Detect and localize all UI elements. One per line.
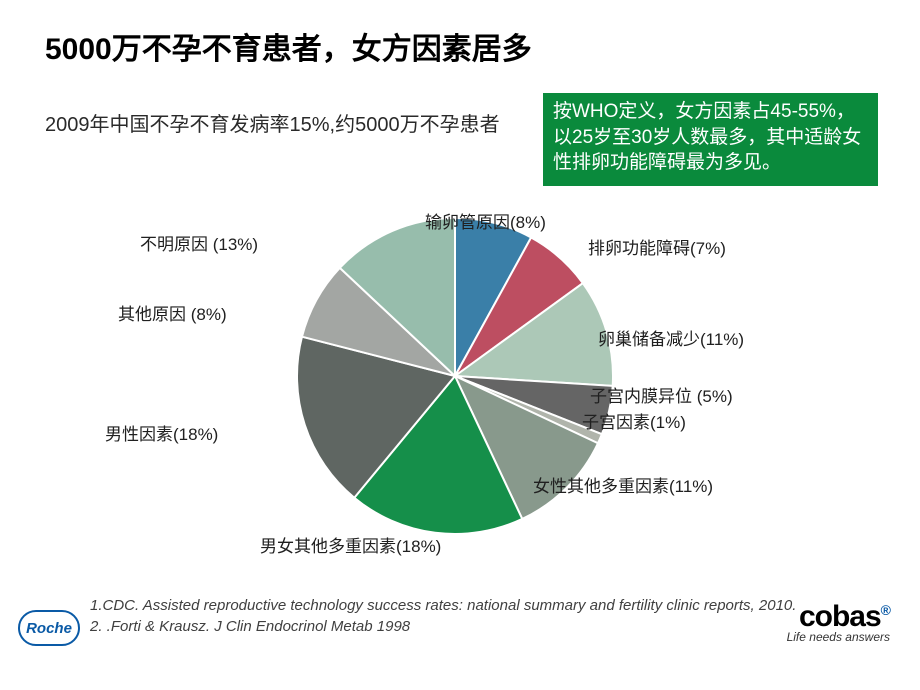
- reference-2: 2. .Forti & Krausz. J Clin Endocrinol Me…: [90, 616, 810, 637]
- slice-label-0: 输卵管原因(8%): [425, 208, 546, 233]
- cobas-logo: cobas® Life needs answers: [787, 600, 890, 644]
- slice-label-1: 排卵功能障碍(7%): [588, 234, 726, 259]
- pie-chart-area: www.zxin.com.cn 输卵管原因(8%)排卵功能障碍(7%)卵巢储备减…: [0, 170, 920, 550]
- slice-label-2: 卵巢储备减少(11%): [598, 325, 744, 350]
- slice-label-7: 男性因素(18%): [105, 420, 218, 445]
- cobas-brand-text: cobas: [799, 600, 881, 633]
- roche-logo: Roche: [18, 610, 80, 646]
- references: 1.CDC. Assisted reproductive technology …: [90, 595, 810, 637]
- cobas-tagline: Life needs answers: [787, 630, 890, 644]
- slice-label-8: 其他原因 (8%): [118, 300, 227, 325]
- subtitle: 2009年中国不孕不育发病率15%,约5000万不孕患者: [45, 108, 500, 137]
- slice-label-9: 不明原因 (13%): [140, 230, 258, 255]
- slice-label-4: 子宫因素(1%): [582, 408, 686, 433]
- reference-1: 1.CDC. Assisted reproductive technology …: [90, 595, 810, 616]
- slice-label-6: 男女其他多重因素(18%): [260, 532, 441, 557]
- slice-label-5: 女性其他多重因素(11%): [533, 472, 713, 497]
- page-title: 5000万不孕不育患者，女方因素居多: [45, 24, 532, 68]
- slice-label-3: 子宫内膜异位 (5%): [590, 382, 733, 407]
